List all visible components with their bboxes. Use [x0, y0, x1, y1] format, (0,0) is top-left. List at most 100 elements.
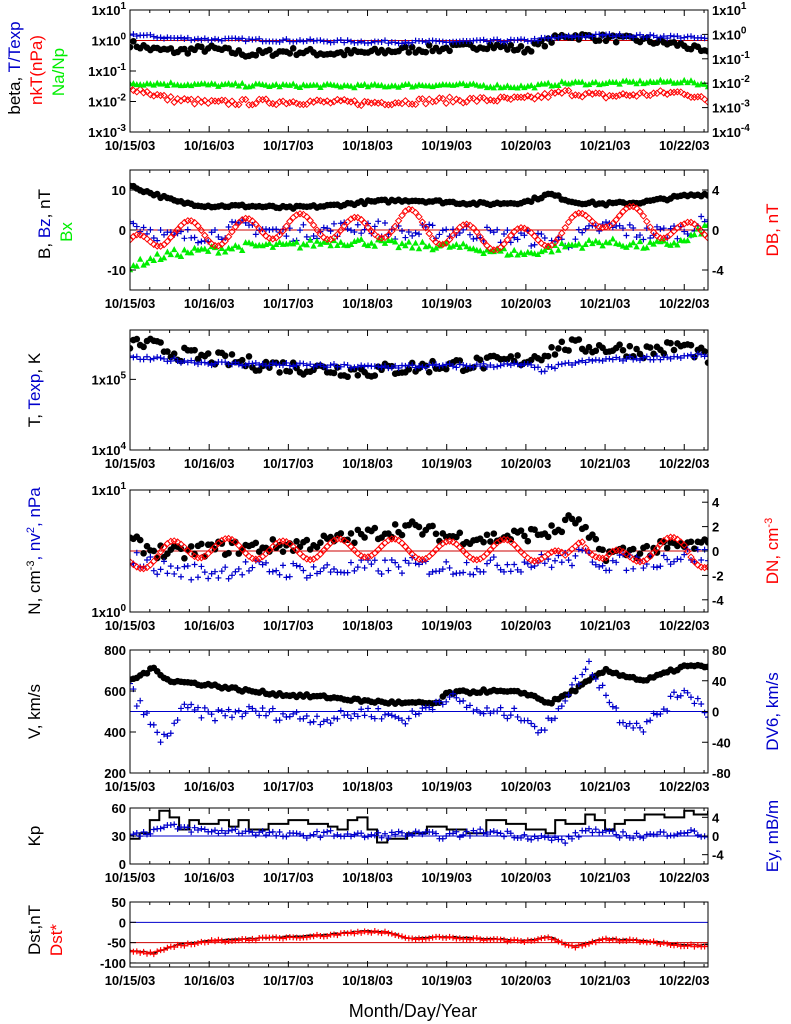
- data-point: [514, 251, 521, 258]
- data-point: [290, 240, 297, 247]
- data-point: [463, 828, 470, 835]
- y-tick-label-beta: 1x101: [92, 1, 127, 18]
- data-point: [140, 224, 147, 231]
- series-line-Kp: [130, 809, 708, 844]
- data-point: [235, 219, 242, 226]
- data-point: [630, 835, 637, 842]
- data-point: [415, 212, 423, 221]
- data-point: [514, 713, 521, 720]
- data-point: [344, 362, 351, 369]
- data-point: [215, 830, 222, 837]
- data-point: [459, 547, 467, 555]
- data-point: [683, 91, 692, 100]
- data-point: [684, 546, 691, 553]
- data-point: [531, 723, 538, 730]
- data-point: [137, 255, 144, 262]
- data-point: [595, 37, 603, 44]
- data-point: [320, 718, 327, 725]
- data-point: [446, 564, 453, 571]
- data-point: [150, 951, 157, 958]
- data-point: [487, 538, 494, 545]
- data-point: [558, 338, 566, 346]
- x-tick-label-beta: 10/16/03: [184, 138, 235, 153]
- data-point: [442, 365, 450, 373]
- data-point: [687, 218, 695, 227]
- data-point: [188, 576, 195, 583]
- data-point: [585, 236, 593, 243]
- data-point: [620, 828, 626, 835]
- data-point: [222, 712, 229, 719]
- data-point: [361, 240, 368, 247]
- data-point: [677, 692, 684, 699]
- y-tick-label-Dst: 50: [112, 895, 126, 910]
- data-point: [263, 559, 269, 566]
- data-point: [615, 546, 624, 555]
- data-point: [242, 362, 249, 369]
- data-point: [436, 363, 443, 370]
- data-point: [283, 36, 290, 43]
- data-point: [249, 82, 256, 89]
- data-point: [341, 833, 348, 840]
- x-tick-label-V: 10/19/03: [421, 779, 472, 794]
- data-point: [460, 361, 467, 368]
- data-point: [459, 221, 467, 229]
- data-point: [609, 219, 617, 228]
- data-point: [258, 95, 267, 104]
- x-tick-label-Dst: 10/18/03: [342, 973, 393, 988]
- data-point: [344, 569, 351, 576]
- data-point: [283, 233, 290, 240]
- y-tick-label-B: 0: [119, 223, 126, 238]
- data-point: [657, 34, 664, 41]
- data-point: [347, 98, 355, 106]
- data-point: [460, 240, 467, 247]
- data-point: [518, 937, 524, 944]
- data-point: [269, 235, 277, 243]
- data-point: [585, 343, 593, 351]
- data-point: [130, 560, 138, 569]
- data-point: [701, 353, 708, 360]
- data-point: [229, 572, 235, 579]
- data-point: [436, 933, 443, 940]
- data-point: [184, 359, 191, 366]
- x-tick-label-N: 10/17/03: [263, 618, 314, 633]
- data-point: [684, 943, 691, 950]
- x-tick-label-B: 10/15/03: [105, 296, 156, 311]
- data-point: [378, 237, 385, 244]
- data-point: [188, 357, 195, 364]
- data-point: [436, 568, 443, 575]
- data-point: [239, 35, 246, 42]
- data-point: [667, 77, 674, 84]
- data-point: [548, 837, 555, 844]
- data-point: [293, 362, 300, 369]
- data-point: [320, 233, 328, 242]
- data-point: [596, 937, 603, 944]
- data-point: [377, 98, 386, 107]
- data-point: [524, 537, 532, 545]
- data-point: [484, 560, 490, 567]
- data-point: [637, 939, 643, 946]
- data-point: [188, 701, 195, 708]
- data-point: [705, 943, 708, 950]
- data-point: [212, 568, 218, 575]
- data-point: [501, 833, 507, 840]
- data-point: [266, 46, 273, 54]
- data-point: [347, 530, 355, 537]
- data-point: [640, 728, 647, 735]
- data-point: [428, 234, 437, 243]
- x-tick-label-beta: 10/22/03: [659, 138, 710, 153]
- data-point: [558, 229, 566, 237]
- data-point: [609, 557, 616, 564]
- data-point: [130, 680, 133, 687]
- data-point: [558, 78, 565, 85]
- data-point: [187, 95, 195, 104]
- data-point: [235, 565, 242, 572]
- data-point: [273, 81, 280, 88]
- data-point: [477, 710, 484, 717]
- data-point: [188, 249, 195, 256]
- data-point: [572, 829, 579, 836]
- data-point: [299, 210, 308, 219]
- data-point: [212, 717, 218, 724]
- data-point: [140, 261, 147, 268]
- data-point: [626, 33, 633, 40]
- data-point: [279, 548, 287, 555]
